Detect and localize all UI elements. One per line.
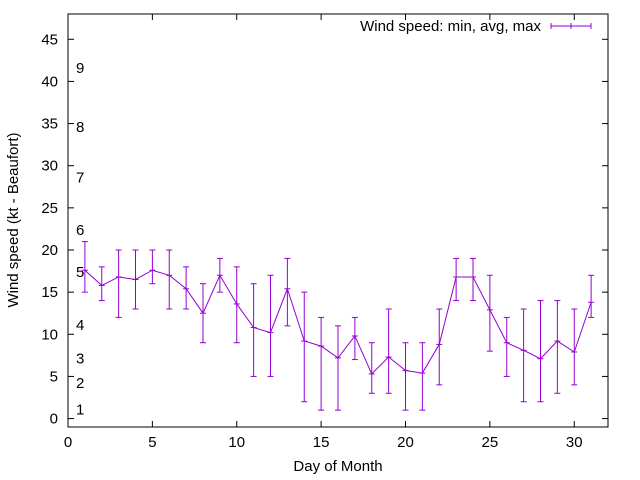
beaufort-label: 4 [76, 317, 84, 334]
y-tick-label: 40 [41, 73, 58, 90]
x-tick-label: 20 [397, 434, 414, 451]
wind-speed-series [81, 241, 595, 411]
x-tick-label: 15 [313, 434, 330, 451]
beaufort-scale-labels: 1 2 3 4 5 6 7 8 9 [76, 60, 84, 418]
x-tick-label: 25 [482, 434, 499, 451]
y-axis-title: Wind speed (kt - Beaufort) [5, 132, 22, 307]
y-tick-label: 35 [41, 116, 58, 133]
y-tick-label: 5 [50, 368, 58, 385]
beaufort-label: 1 [76, 401, 84, 418]
y-tick-label: 45 [41, 31, 58, 48]
y-tick-label: 30 [41, 158, 58, 175]
beaufort-label: 5 [76, 264, 84, 281]
plot-frame [67, 13, 609, 428]
x-axis-title: Day of Month [293, 458, 382, 475]
y-tick-label: 10 [41, 326, 58, 343]
y-tick-label: 25 [41, 200, 58, 217]
beaufort-label: 2 [76, 375, 84, 392]
y-tick-label: 20 [41, 242, 58, 259]
y-tick-label: 0 [50, 411, 58, 428]
legend: Wind speed: min, avg, max [360, 18, 592, 35]
legend-label: Wind speed: min, avg, max [360, 18, 541, 35]
beaufort-label: 9 [76, 60, 84, 77]
beaufort-label: 6 [76, 222, 84, 239]
x-tick-label: 10 [228, 434, 245, 451]
x-tick-label: 0 [64, 434, 72, 451]
beaufort-label: 3 [76, 351, 84, 368]
beaufort-label: 7 [76, 170, 84, 187]
x-tick-label: 5 [148, 434, 156, 451]
beaufort-label: 8 [76, 119, 84, 136]
y-tick-label: 15 [41, 284, 58, 301]
x-tick-label: 30 [566, 434, 583, 451]
